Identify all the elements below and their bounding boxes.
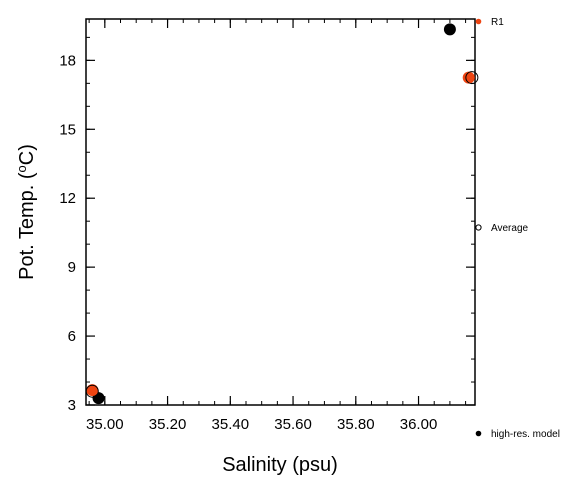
point-high-res-model xyxy=(443,23,456,36)
legend-label-r1: R1 xyxy=(491,17,504,28)
point-high-res-model xyxy=(92,392,105,405)
x-axis-ticks xyxy=(88,19,467,405)
point-average xyxy=(465,71,479,85)
point-average xyxy=(85,384,99,398)
y-axis-tick-labels: 3 6 9 12 15 18 xyxy=(59,52,76,414)
y-axis-title-degree: o xyxy=(14,165,29,172)
y-tick-label: 15 xyxy=(59,121,76,138)
legend: R1 Average high-res. model xyxy=(475,17,560,440)
plot-frame xyxy=(85,18,476,406)
data-points xyxy=(85,23,479,405)
x-tick-label: 35.40 xyxy=(212,416,250,433)
legend-marker-r1 xyxy=(475,18,482,25)
legend-marker-high-res-model xyxy=(475,430,482,437)
legend-marker-average xyxy=(475,224,482,231)
x-axis-title: Salinity (psu) xyxy=(222,454,338,476)
x-tick-label: 35.80 xyxy=(337,416,375,433)
y-axis-title: Pot. Temp. (oC) xyxy=(14,144,38,280)
x-tick-label: 35.00 xyxy=(86,416,124,433)
legend-label-high-res-model: high-res. model xyxy=(491,429,560,440)
legend-label-average: Average xyxy=(491,223,529,234)
y-tick-label: 9 xyxy=(68,259,76,276)
y-tick-label: 6 xyxy=(68,328,76,345)
point-r1 xyxy=(86,384,99,397)
legend-item-high-res-model: high-res. model xyxy=(475,429,560,440)
y-axis-title-unit: C) xyxy=(16,144,38,165)
x-tick-label: 35.20 xyxy=(149,416,187,433)
y-axis-ticks xyxy=(86,36,475,406)
y-tick-label: 18 xyxy=(59,52,76,69)
x-axis-tick-labels: 35.00 35.20 35.40 35.60 35.80 36.00 xyxy=(86,416,437,433)
legend-item-r1: R1 xyxy=(475,17,504,28)
y-axis-title-main: Pot. Temp. ( xyxy=(16,172,38,280)
legend-item-average: Average xyxy=(475,223,529,234)
x-tick-label: 35.60 xyxy=(274,416,312,433)
y-tick-label: 3 xyxy=(68,397,76,414)
y-tick-label: 12 xyxy=(59,190,76,207)
x-tick-label: 36.00 xyxy=(400,416,438,433)
point-r1 xyxy=(462,71,475,84)
